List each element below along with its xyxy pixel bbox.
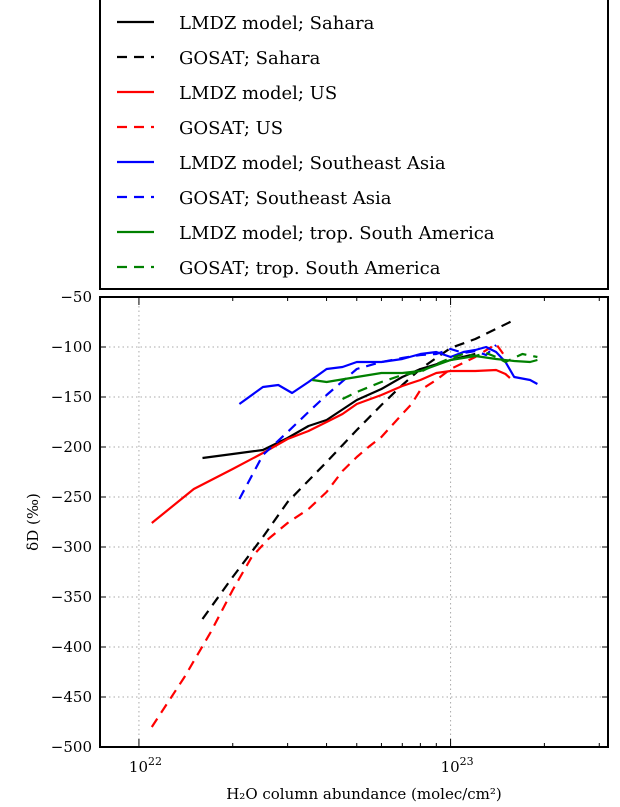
y-tick-label: −400 xyxy=(51,638,92,656)
x-axis-label: H₂O column abundance (molec/cm²) xyxy=(226,785,502,803)
y-tick-label: −50 xyxy=(60,288,92,306)
series-layer xyxy=(150,319,538,728)
y-tick-label: −300 xyxy=(51,538,92,556)
series-line-7 xyxy=(342,351,538,400)
series-line-6 xyxy=(312,354,538,384)
legend-label: LMDZ model; Southeast Asia xyxy=(179,153,446,174)
ticks: −50 −100 −150 −200 −250 −300 −350 −400 −450 −500 1… xyxy=(51,288,608,776)
legend-label: GOSAT; US xyxy=(179,118,283,139)
legend-label: LMDZ model; trop. South America xyxy=(179,223,495,244)
plot-frame xyxy=(99,296,609,748)
x-tick-label: 1022 xyxy=(129,755,162,776)
series-line-1 xyxy=(201,319,515,620)
legend-label: GOSAT; trop. South America xyxy=(179,258,441,279)
y-tick-label: −250 xyxy=(51,488,92,506)
y-tick-label: −350 xyxy=(51,588,92,606)
y-tick-label: −450 xyxy=(51,688,92,706)
y-tick-label: −100 xyxy=(51,338,92,356)
legend-label: LMDZ model; US xyxy=(179,83,337,104)
y-axis-label: δD (‰) xyxy=(24,493,42,551)
x-tick-label: 1023 xyxy=(441,755,474,776)
y-tick-label: −500 xyxy=(51,738,92,756)
y-tick-label: −150 xyxy=(51,388,92,406)
series-line-0 xyxy=(202,352,476,460)
grid xyxy=(100,297,608,747)
legend-box xyxy=(99,0,609,290)
series-line-5 xyxy=(238,344,497,500)
y-tick-label: −200 xyxy=(51,438,92,456)
legend-label: GOSAT; Southeast Asia xyxy=(179,188,392,209)
legend: LMDZ model; Sahara GOSAT; Sahara LMDZ mode… xyxy=(99,0,609,290)
legend-label: GOSAT; Sahara xyxy=(179,48,321,69)
legend-label: LMDZ model; Sahara xyxy=(179,13,375,34)
series-line-3 xyxy=(150,342,507,728)
series-line-2 xyxy=(151,368,511,524)
